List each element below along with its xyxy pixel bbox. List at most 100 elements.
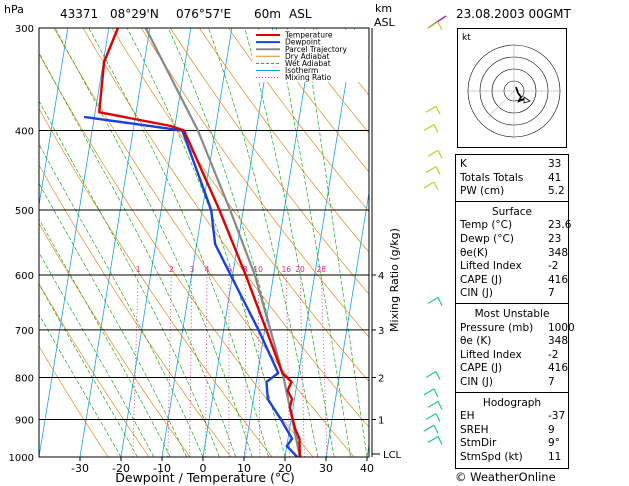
index-value: 11: [548, 451, 562, 463]
index-name: Pressure (mb): [460, 321, 534, 334]
index-name: CIN (J): [460, 287, 493, 300]
isotherm-line: [39, 28, 110, 457]
wind-barb-flag: [437, 401, 443, 410]
hodograph-plot: kt: [462, 33, 562, 139]
wind-barb: [423, 123, 435, 132]
isotherm-line: [79, 28, 151, 457]
profile-lines: [83, 28, 301, 457]
wind-barb: [427, 435, 439, 443]
index-name: StmDir: [460, 437, 497, 450]
wind-barb-flag: [435, 166, 441, 175]
index-row: θe(K) 348: [456, 246, 568, 260]
temperature-axis: -30 -20 -10 0 10 20 30 40: [71, 457, 374, 475]
wind-barbs: [423, 15, 447, 445]
index-name: SREH: [460, 423, 489, 436]
index-name: θe (K): [460, 335, 492, 348]
wind-barb-flag: [437, 297, 443, 306]
index-name: EH: [460, 410, 475, 423]
wet-adiabat-line: [88, 28, 269, 457]
index-name: θe(K): [460, 246, 488, 259]
legend-label: Parcel Trajectory: [285, 45, 347, 54]
index-row: K 33: [456, 157, 568, 171]
pressure-axis: 300 400 500 600 700 800 900 1000: [9, 24, 34, 464]
mixing-ratio-line: [244, 274, 247, 457]
dry-adiabat-line: [257, 28, 369, 173]
mixing-ratio-line: [299, 274, 305, 457]
wind-barb: [423, 181, 435, 189]
index-value: 416: [548, 362, 569, 375]
index-value: 23.6: [548, 219, 572, 232]
wind-barb-flag: [435, 105, 441, 115]
wet-adiabat-line: [303, 28, 368, 457]
section-title: Hodograph: [482, 396, 542, 409]
wind-barb: [427, 21, 439, 29]
dry-adiabat-line: [39, 222, 191, 457]
temperature-line: [97, 28, 301, 457]
wet-adiabat-line: [39, 143, 204, 457]
weatheronline-credit: © WeatherOnline: [455, 470, 556, 484]
index-value: 348: [548, 335, 569, 348]
mixing-ratio-label: 16: [282, 265, 292, 274]
height-tick-label: 1: [378, 415, 384, 426]
dewpoint-line: [83, 115, 299, 457]
index-value: 9°: [548, 437, 560, 450]
mixing-ratio-line: [205, 274, 208, 457]
index-name: K: [460, 158, 467, 170]
dry-adiabat-line: [198, 28, 369, 253]
index-value: 23: [548, 233, 562, 245]
index-value: 7: [548, 287, 555, 300]
index-name: Lifted Index: [460, 348, 522, 361]
storm-motion-marker: [523, 96, 531, 104]
station-longitude: 076°57'E: [176, 7, 231, 21]
mixing-ratio-label: 1: [136, 265, 141, 274]
wind-barb: [427, 400, 439, 408]
km-asl-label: ASL: [374, 16, 396, 29]
date-time: 23.08.2003 00GMT: [456, 7, 571, 21]
wet-adiabat-line: [39, 283, 138, 457]
x-tick-label: 20: [278, 462, 292, 475]
km-label: km: [375, 2, 392, 15]
index-name: Temp (°C): [460, 219, 513, 232]
dry-adiabat-line: [82, 28, 369, 428]
index-value: 5.2: [548, 185, 565, 198]
pressure-tick-label: 800: [15, 373, 34, 384]
mixing-ratio-label: 8: [243, 265, 248, 274]
dry-adiabat-line: [39, 164, 232, 457]
wet-adiabat-line: [39, 100, 220, 457]
x-tick-label: 10: [237, 462, 251, 475]
dry-adiabat-line: [140, 28, 369, 338]
indices-panel: K 33 Totals Totals 41 PW (cm) 5.2 Surface Temp …: [455, 154, 575, 469]
background-lines: [39, 28, 369, 457]
section-title: Most Unstable: [474, 308, 550, 320]
hodograph-panel: kt: [457, 28, 567, 148]
wind-barb: [425, 370, 437, 379]
mixing-ratio-line: [189, 274, 193, 457]
wet-adiabat-line: [39, 182, 187, 457]
dry-adiabat-line: [169, 28, 369, 295]
index-name: CAPE (J): [460, 273, 503, 286]
hodograph-kt-label: kt: [462, 33, 471, 43]
mixing-ratio-label: 2: [169, 265, 174, 274]
wet-adiabat-line: [54, 28, 253, 457]
x-axis-title: Dewpoint / Temperature (°C): [115, 470, 294, 485]
wet-adiabat-line: [276, 28, 351, 457]
index-value: -2: [548, 348, 559, 361]
pressure-tick-label: 700: [15, 326, 34, 337]
dry-adiabat-line: [39, 107, 273, 457]
wind-barb-flag: [437, 150, 443, 159]
pressure-tick-label: 600: [15, 271, 34, 282]
legend-label: Mixing Ratio: [285, 73, 332, 82]
wet-adiabat-line: [39, 251, 155, 457]
index-value: 9: [548, 423, 555, 436]
mixing-ratio-line: [320, 274, 328, 457]
height-tick-label: 3: [378, 326, 384, 337]
mixing-ratio-label: 4: [205, 265, 210, 274]
wind-barb-flag: [433, 388, 439, 398]
legend-label: Dewpoint: [285, 38, 321, 47]
wind-barb: [427, 296, 439, 305]
wind-barb-flag: [435, 371, 441, 380]
index-row: CIN (J) 7: [456, 286, 568, 300]
mixing-ratio-label: 3: [190, 265, 195, 274]
